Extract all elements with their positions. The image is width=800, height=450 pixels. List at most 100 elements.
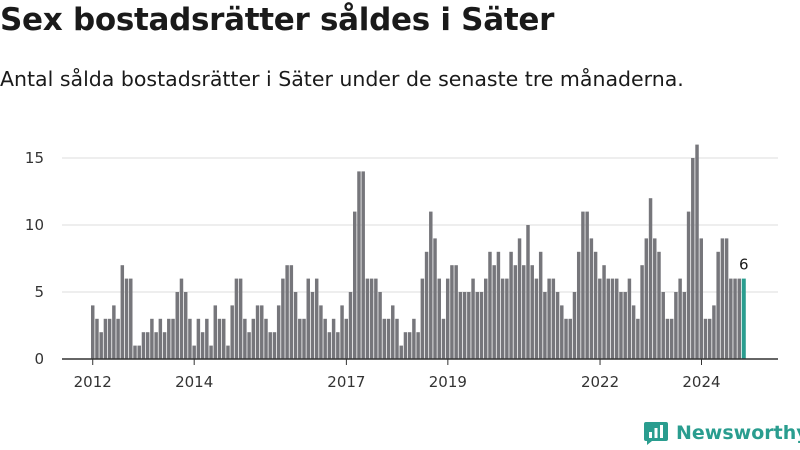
bar (124, 278, 129, 359)
gridlines (62, 157, 778, 293)
bar (593, 251, 598, 359)
bar (669, 318, 674, 359)
bar (412, 318, 416, 359)
bar (420, 278, 425, 359)
bar (445, 278, 450, 359)
bar (623, 292, 627, 359)
bar (517, 238, 522, 359)
bar (95, 318, 99, 359)
bar (137, 345, 141, 359)
bar (640, 265, 644, 359)
bar (357, 171, 361, 359)
bar (581, 211, 585, 359)
bar (209, 345, 213, 359)
bar (365, 278, 370, 359)
bar (281, 278, 285, 359)
bar (158, 318, 163, 359)
bar (631, 305, 636, 359)
page-subtitle: Antal sålda bostadsrätter i Säter under … (0, 67, 684, 91)
bar (661, 292, 665, 359)
bar (116, 318, 120, 359)
bar (386, 318, 391, 359)
bar (344, 318, 349, 359)
bar (353, 211, 357, 359)
bar (226, 345, 230, 359)
bar (243, 318, 247, 359)
bar (91, 305, 95, 359)
bar (479, 292, 484, 359)
bar (327, 332, 332, 359)
bar (707, 318, 712, 359)
bar (585, 211, 589, 359)
bar (522, 265, 526, 359)
bar (720, 238, 725, 359)
bar (733, 278, 737, 359)
bar (255, 305, 260, 359)
bar (576, 251, 581, 359)
bar (699, 238, 703, 359)
bar (395, 318, 399, 359)
bar (462, 292, 467, 359)
bar (437, 278, 441, 359)
bar (175, 292, 179, 359)
x-tick-label: 2024 (682, 373, 720, 391)
bar (598, 278, 602, 359)
bar (319, 305, 323, 359)
bar (407, 332, 412, 359)
bar (441, 318, 446, 359)
bar (538, 251, 543, 359)
bar (568, 318, 572, 359)
bar (268, 332, 272, 359)
tick-labels: 0 5 10 15 6 2012 2014 2017 2019 2022 2024 (25, 149, 749, 391)
bar (648, 198, 653, 359)
bar (416, 332, 420, 359)
bar (602, 265, 606, 359)
bar (382, 318, 387, 359)
bar (391, 305, 395, 359)
x-tick-label: 2012 (74, 373, 112, 391)
bar (306, 278, 310, 359)
bar (450, 265, 454, 359)
bar (162, 332, 167, 359)
bar (653, 238, 657, 359)
bar (454, 265, 458, 359)
bar (179, 278, 184, 359)
bar (636, 318, 640, 359)
bar (403, 332, 408, 359)
bar (399, 345, 403, 359)
x-axis (62, 358, 778, 365)
bar (205, 318, 209, 359)
bar (167, 318, 171, 359)
bar (543, 292, 547, 359)
bar (674, 292, 678, 359)
bar (264, 318, 268, 359)
bar (289, 265, 294, 359)
bar (298, 318, 302, 359)
bar (293, 292, 298, 359)
bar (500, 278, 505, 359)
bar (496, 251, 501, 359)
bar (217, 318, 222, 359)
x-tick-label: 2014 (175, 373, 213, 391)
bar (234, 278, 239, 359)
bar (272, 332, 277, 359)
bar (513, 265, 518, 359)
bar (589, 238, 594, 359)
bar-highlight (741, 278, 746, 359)
bar (467, 292, 471, 359)
bar (424, 251, 429, 359)
bar (560, 305, 564, 359)
bars (91, 144, 746, 359)
bar (716, 251, 720, 359)
bar (724, 238, 729, 359)
bar (213, 305, 218, 359)
bar (572, 292, 577, 359)
bar (238, 278, 243, 359)
bar (302, 318, 306, 359)
newsworthy-logo-icon (644, 422, 668, 445)
bar (323, 318, 327, 359)
bar (644, 238, 649, 359)
bar (369, 278, 374, 359)
bar (551, 278, 556, 359)
